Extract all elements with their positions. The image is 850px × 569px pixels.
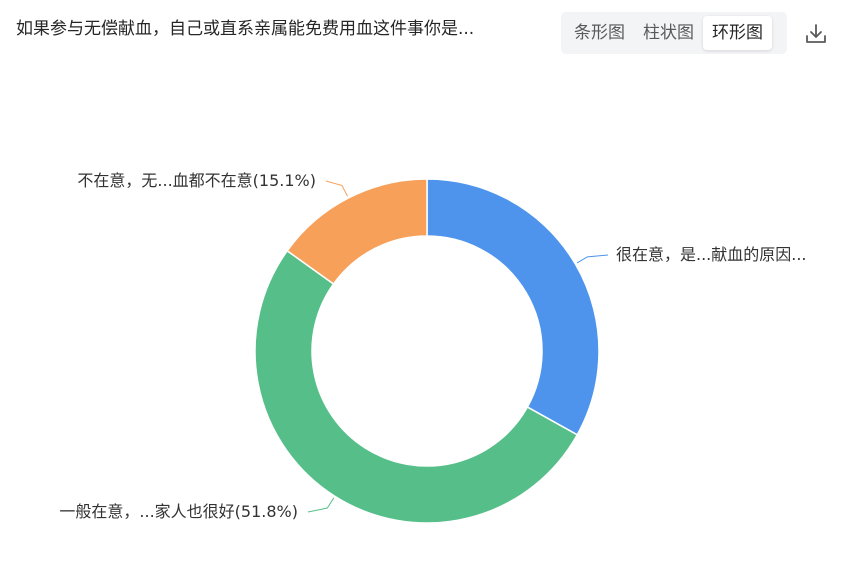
donut-slice-2[interactable] xyxy=(286,178,428,286)
tab-bar-chart[interactable]: 条形图 xyxy=(574,23,625,43)
leader-line-2 xyxy=(325,180,348,197)
leader-line-1 xyxy=(307,497,335,513)
tab-donut-chart[interactable]: 环形图 xyxy=(703,16,772,50)
slice-label-0: 很在意，是...献血的原因... xyxy=(616,245,807,264)
chart-type-switcher: 条形图 柱状图 环形图 xyxy=(561,12,787,54)
slice-label-1: 一般在意，...家人也很好(51.8%) xyxy=(59,502,298,521)
tab-column-chart[interactable]: 柱状图 xyxy=(643,23,694,43)
download-button[interactable] xyxy=(802,20,830,48)
slice-label-2: 不在意，无...血都不在意(15.1%) xyxy=(77,171,316,190)
leader-line-0 xyxy=(576,254,609,264)
download-icon xyxy=(806,24,826,43)
donut-slice-0[interactable] xyxy=(426,178,600,436)
chart-title: 如果参与无偿献血，自己或直系亲属能免费用血这件事你是... xyxy=(16,19,475,39)
donut-slice-1[interactable] xyxy=(254,249,579,524)
